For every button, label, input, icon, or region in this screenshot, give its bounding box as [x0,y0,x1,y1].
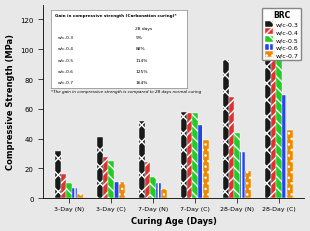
Bar [223,61,229,198]
X-axis label: Curing Age (Days): Curing Age (Days) [131,216,217,225]
Bar [287,130,293,198]
Bar [181,112,187,198]
Bar [234,133,240,198]
Bar [271,9,276,198]
Bar [72,188,77,198]
Bar [156,184,161,198]
Bar [265,47,271,198]
Bar [103,157,108,198]
Bar [192,114,198,198]
Bar [108,161,113,198]
Bar [150,178,156,198]
Bar [61,175,66,198]
Bar [203,140,209,198]
Bar [282,96,287,198]
Bar [198,126,203,198]
Bar [139,121,145,198]
Bar [119,182,125,198]
Bar [240,152,245,198]
Bar [276,58,282,198]
Y-axis label: Compressive Strength (MPa): Compressive Strength (MPa) [6,34,15,170]
Legend: w/c-0.3, w/c-0.4, w/c-0.5, w/c-0.6, w/c-0.7: w/c-0.3, w/c-0.4, w/c-0.5, w/c-0.6, w/c-… [262,9,301,61]
Bar [187,114,192,198]
Bar [55,151,61,198]
Bar [245,172,250,198]
Bar [113,182,119,198]
Bar [161,189,166,198]
Text: *The gain in compressive strength is compared to 28 days normal curing: *The gain in compressive strength is com… [51,89,202,93]
Bar [66,184,72,198]
Bar [229,97,234,198]
Bar [77,194,82,198]
Bar [145,163,150,198]
Bar [97,138,103,198]
